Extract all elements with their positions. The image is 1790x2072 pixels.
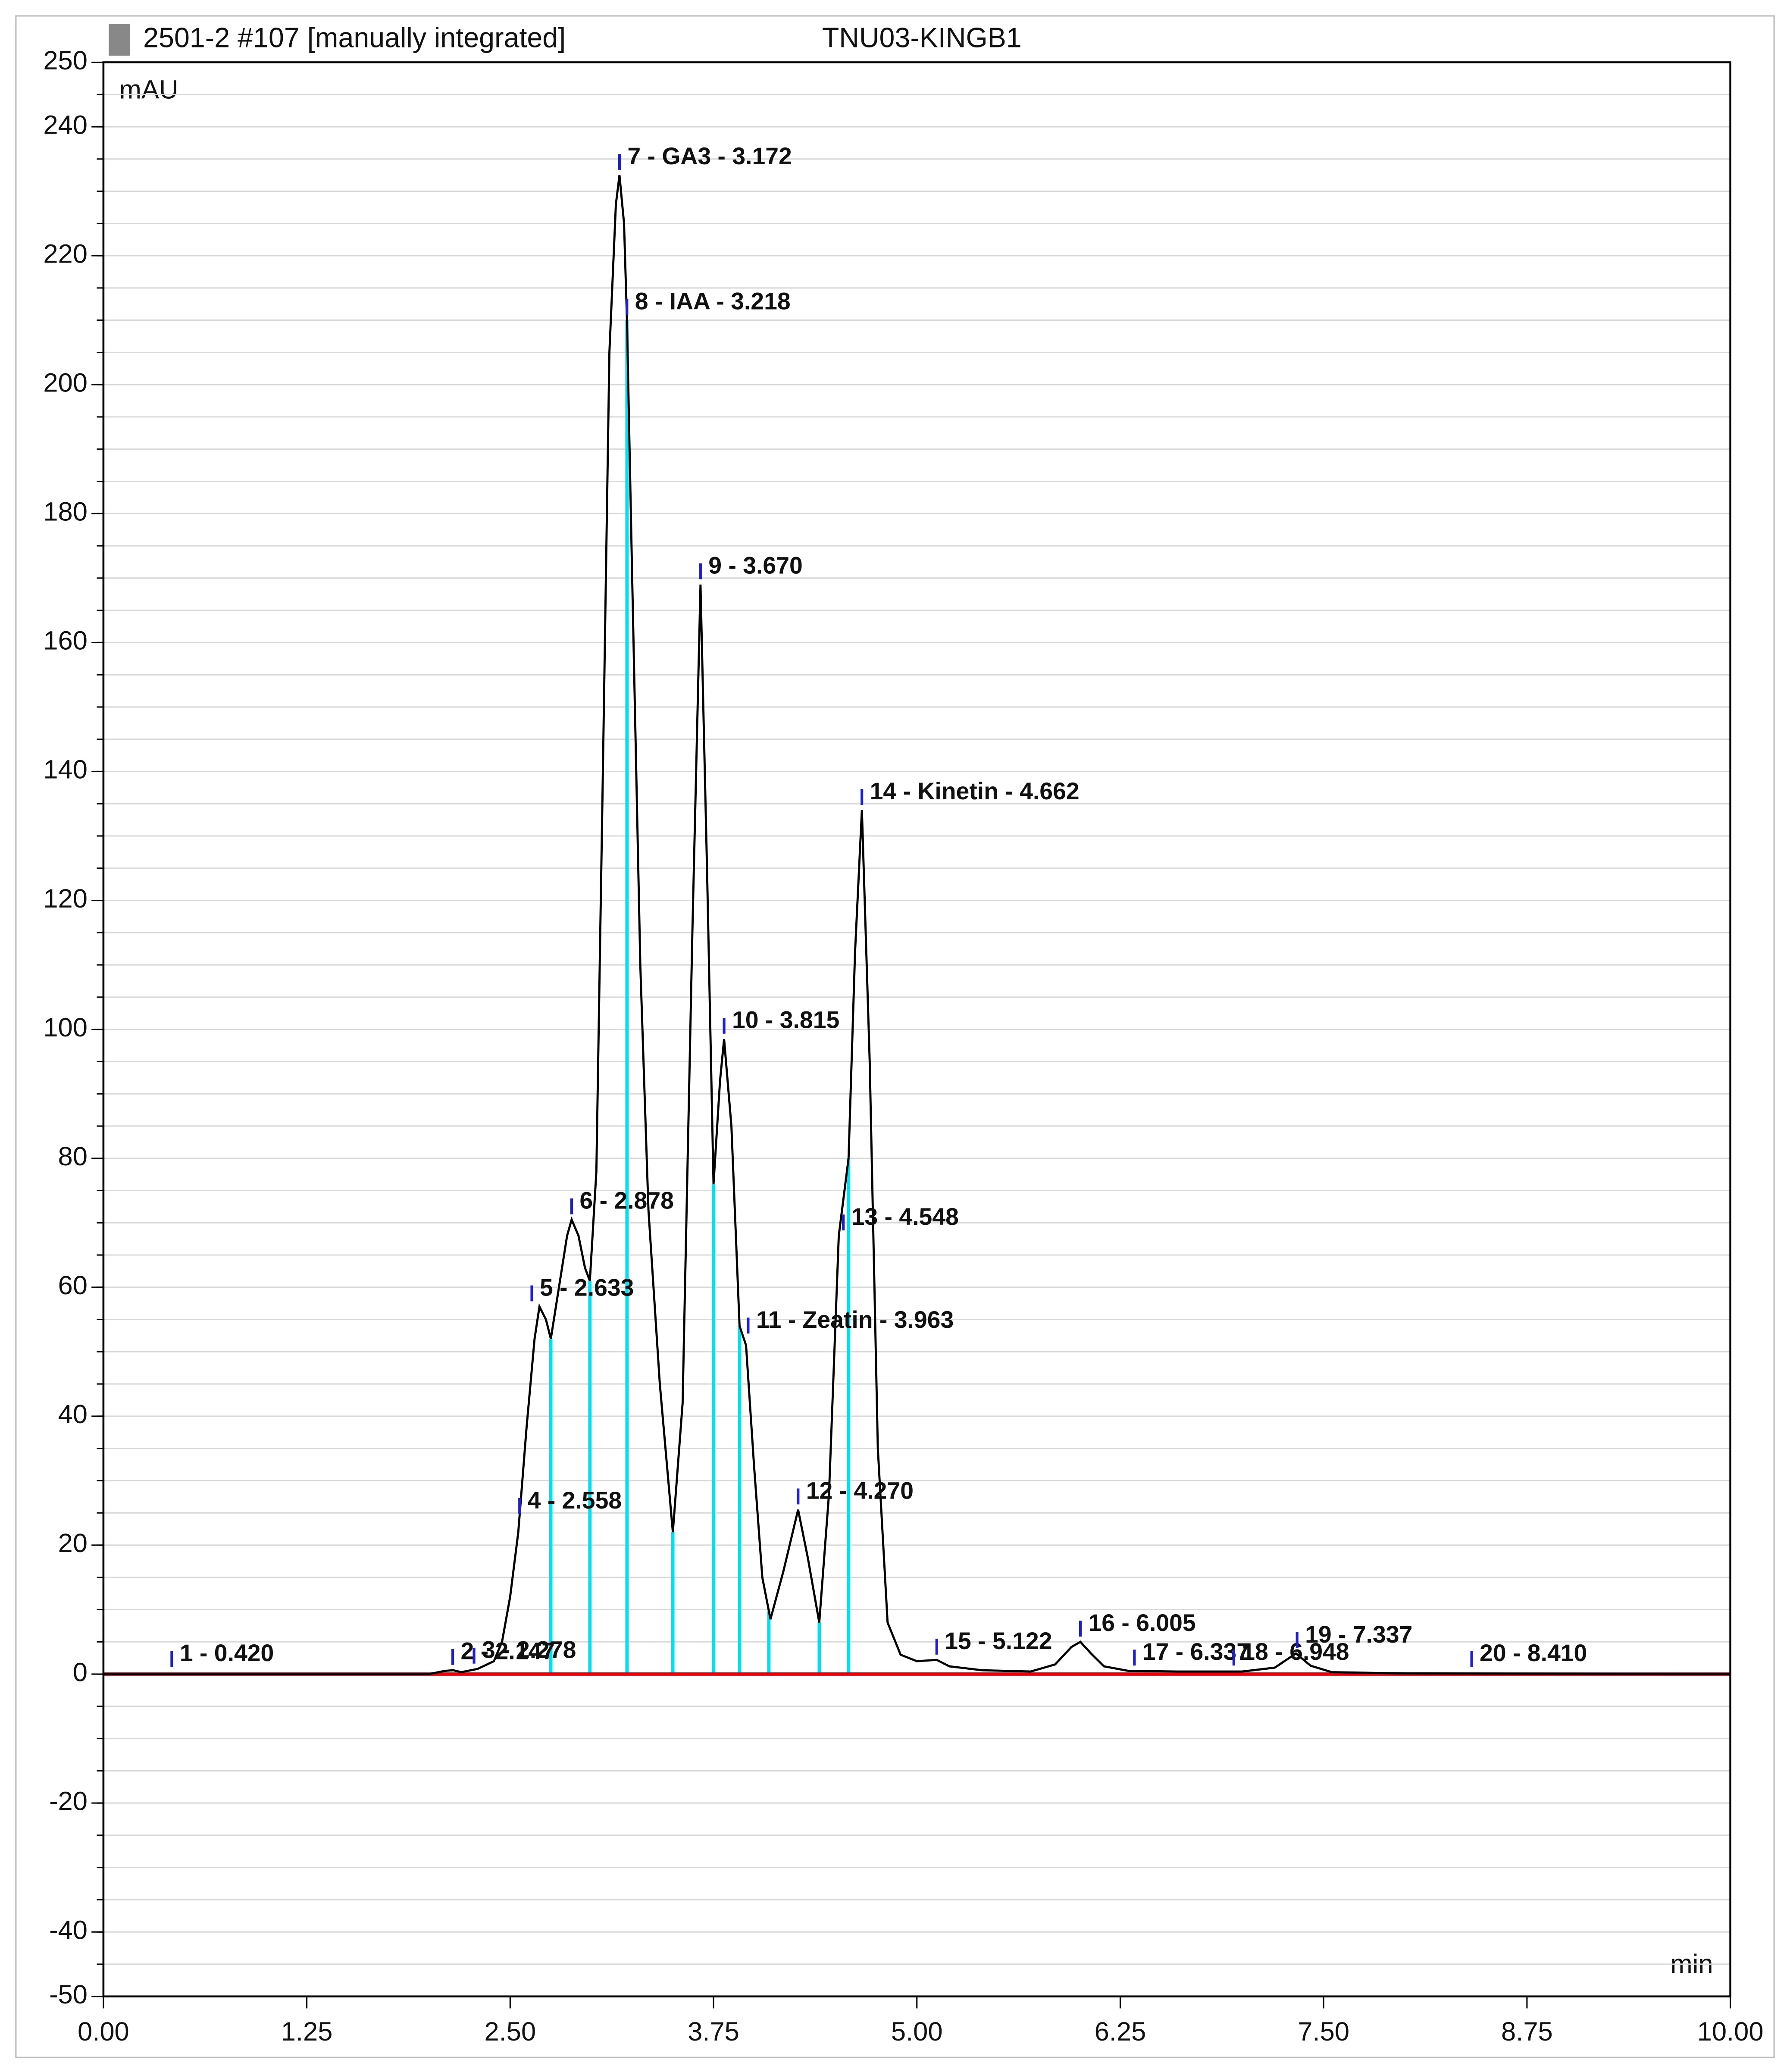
y-tick-label: 40 <box>58 1399 88 1429</box>
y-tick-label: 180 <box>43 497 88 527</box>
peak-label: 13 - 4.548 <box>851 1203 959 1230</box>
y-tick-label: 220 <box>43 239 88 269</box>
peak-label: 20 - 8.410 <box>1480 1640 1587 1666</box>
y-tick-label: 240 <box>43 110 88 140</box>
y-tick-label: -50 <box>49 1980 88 2009</box>
peak-label: 7 - GA3 - 3.172 <box>627 143 792 169</box>
peak-label: 8 - IAA - 3.218 <box>635 288 791 314</box>
plot-frame <box>102 61 1731 1998</box>
x-tick-label: 3.75 <box>688 2017 739 2047</box>
x-tick-label: 5.00 <box>891 2017 943 2047</box>
peak-label: 19 - 7.337 <box>1305 1621 1412 1648</box>
x-tick-label: 1.25 <box>281 2017 333 2047</box>
y-tick-label: 80 <box>58 1142 88 1171</box>
y-tick-label: 140 <box>43 755 88 785</box>
y-tick-label: 0 <box>73 1657 88 1687</box>
peak-label: 16 - 6.005 <box>1088 1609 1195 1636</box>
peak-label: 3 - 2.278 <box>482 1637 576 1663</box>
peak-label: 1 - 0.420 <box>180 1640 274 1666</box>
peak-label: 11 - Zeatin - 3.963 <box>756 1306 954 1333</box>
peak-label: 14 - Kinetin - 4.662 <box>870 778 1080 804</box>
y-tick-label: 200 <box>43 368 88 397</box>
frame <box>15 15 1775 2058</box>
peak-label: 15 - 5.122 <box>945 1628 1052 1654</box>
chart-subtitle: TNU03-KINGB1 <box>822 22 1022 53</box>
x-tick-label: 0.00 <box>78 2017 129 2047</box>
x-tick-label: 10.00 <box>1697 2017 1764 2047</box>
y-axis-label: mAU <box>119 75 178 104</box>
peak-label: 9 - 3.670 <box>708 552 802 579</box>
y-tick-label: 160 <box>43 626 88 656</box>
y-tick-label: 250 <box>43 46 88 75</box>
y-tick-label: 120 <box>43 884 88 914</box>
x-tick-label: 7.50 <box>1298 2017 1349 2047</box>
peak-label: 4 - 2.558 <box>528 1487 622 1514</box>
x-tick-label: 2.50 <box>484 2017 536 2047</box>
peak-label: 18 - 6.948 <box>1242 1638 1349 1665</box>
y-tick-label: 20 <box>58 1528 88 1558</box>
y-tick-label: 100 <box>43 1013 88 1042</box>
grid <box>91 61 1731 2009</box>
chart-title: 2501-2 #107 [manually integrated] <box>143 22 566 53</box>
peak-label: 10 - 3.815 <box>732 1007 839 1033</box>
vial-icon <box>109 24 130 56</box>
y-tick-label: 60 <box>58 1271 88 1300</box>
peak-label: 17 - 6.337 <box>1142 1638 1250 1665</box>
peak-label: 5 - 2.633 <box>540 1274 634 1301</box>
x-tick-label: 6.25 <box>1095 2017 1146 2047</box>
peak-label: 6 - 2.878 <box>579 1187 673 1214</box>
peak-label: 12 - 4.270 <box>806 1477 914 1504</box>
trace <box>103 175 1731 1675</box>
y-tick-label: -40 <box>49 1915 88 1945</box>
x-tick-label: 8.75 <box>1501 2017 1553 2047</box>
y-tick-label: -20 <box>49 1786 88 1816</box>
peak-label: 2 - 2.147 <box>461 1638 555 1665</box>
